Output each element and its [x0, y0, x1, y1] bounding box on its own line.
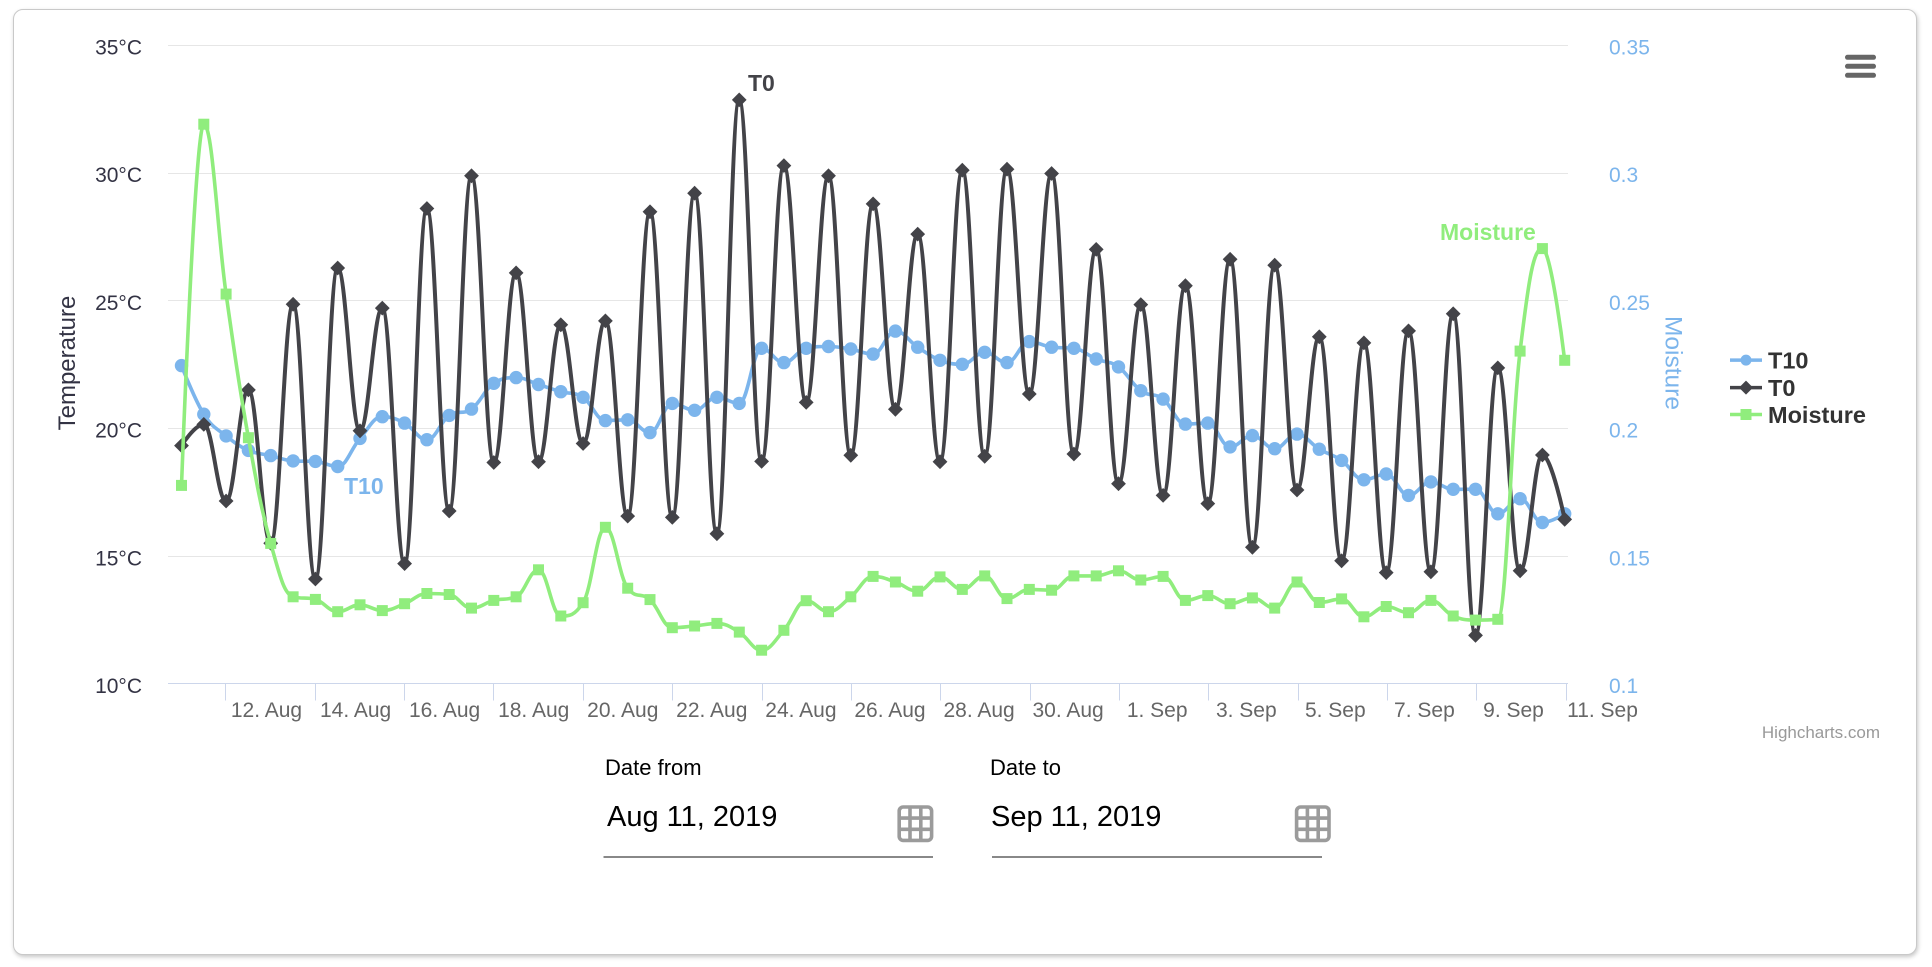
svg-text:22. Aug: 22. Aug: [676, 699, 747, 722]
svg-text:0.25: 0.25: [1609, 292, 1650, 315]
svg-text:35°C: 35°C: [95, 37, 142, 60]
svg-text:30. Aug: 30. Aug: [1032, 699, 1103, 722]
svg-text:12. Aug: 12. Aug: [231, 699, 302, 722]
svg-text:Sep 11, 2019: Sep 11, 2019: [991, 801, 1161, 833]
svg-text:Moisture: Moisture: [1440, 219, 1536, 245]
svg-text:0.15: 0.15: [1609, 548, 1650, 571]
svg-text:1. Sep: 1. Sep: [1127, 699, 1188, 722]
svg-text:20. Aug: 20. Aug: [587, 699, 658, 722]
svg-text:0.3: 0.3: [1609, 164, 1638, 187]
svg-text:15°C: 15°C: [95, 548, 142, 571]
svg-text:28. Aug: 28. Aug: [943, 699, 1014, 722]
svg-text:T0: T0: [1768, 375, 1795, 401]
svg-text:26. Aug: 26. Aug: [854, 699, 925, 722]
svg-text:7. Sep: 7. Sep: [1394, 699, 1455, 722]
svg-text:25°C: 25°C: [95, 292, 142, 315]
svg-text:Moisture: Moisture: [1660, 316, 1687, 410]
svg-text:Moisture: Moisture: [1768, 402, 1866, 428]
svg-text:Temperature: Temperature: [54, 296, 81, 431]
svg-text:Aug 11, 2019: Aug 11, 2019: [607, 801, 777, 833]
svg-text:30°C: 30°C: [95, 164, 142, 187]
svg-text:0.35: 0.35: [1609, 37, 1650, 60]
svg-text:T10: T10: [1768, 348, 1809, 374]
svg-text:5. Sep: 5. Sep: [1305, 699, 1366, 722]
svg-text:T10: T10: [344, 473, 384, 499]
svg-text:24. Aug: 24. Aug: [765, 699, 836, 722]
svg-text:14. Aug: 14. Aug: [320, 699, 391, 722]
svg-text:Date from: Date from: [605, 755, 702, 780]
svg-text:9. Sep: 9. Sep: [1483, 699, 1544, 722]
svg-text:20°C: 20°C: [95, 420, 142, 443]
svg-text:16. Aug: 16. Aug: [409, 699, 480, 722]
svg-text:0.2: 0.2: [1609, 420, 1638, 443]
svg-text:11. Sep: 11. Sep: [1567, 699, 1638, 722]
svg-text:18. Aug: 18. Aug: [498, 699, 569, 722]
svg-text:Date to: Date to: [990, 755, 1061, 780]
svg-text:10°C: 10°C: [95, 675, 142, 698]
svg-text:T0: T0: [748, 70, 775, 96]
svg-text:0.1: 0.1: [1609, 675, 1638, 698]
svg-text:Highcharts.com: Highcharts.com: [1762, 723, 1880, 742]
svg-text:3. Sep: 3. Sep: [1216, 699, 1277, 722]
